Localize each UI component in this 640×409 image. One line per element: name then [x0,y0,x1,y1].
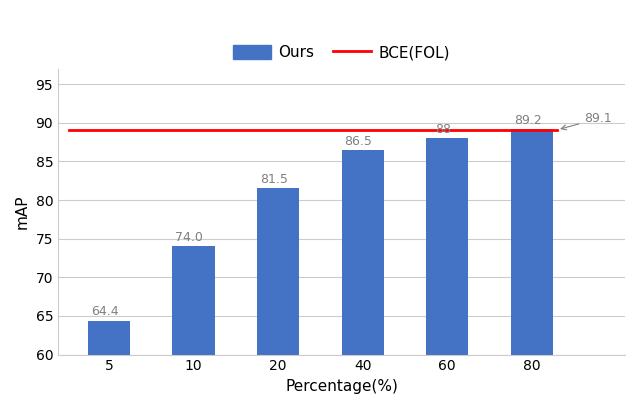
X-axis label: Percentage(%): Percentage(%) [285,379,398,394]
Text: 81.5: 81.5 [260,173,288,186]
Bar [172,247,214,355]
Bar [88,321,130,355]
Bar [426,138,468,355]
Text: 86.5: 86.5 [344,135,372,148]
Text: 64.4: 64.4 [91,305,118,318]
Text: 89.1: 89.1 [561,112,612,130]
Legend: Ours, BCE(FOL): Ours, BCE(FOL) [227,39,456,67]
Bar [342,150,384,355]
Bar [257,189,300,355]
Text: 74.0: 74.0 [175,231,203,244]
Text: 89.2: 89.2 [514,114,541,127]
Y-axis label: mAP: mAP [15,194,30,229]
Text: 88: 88 [435,123,451,136]
Bar [511,129,553,355]
